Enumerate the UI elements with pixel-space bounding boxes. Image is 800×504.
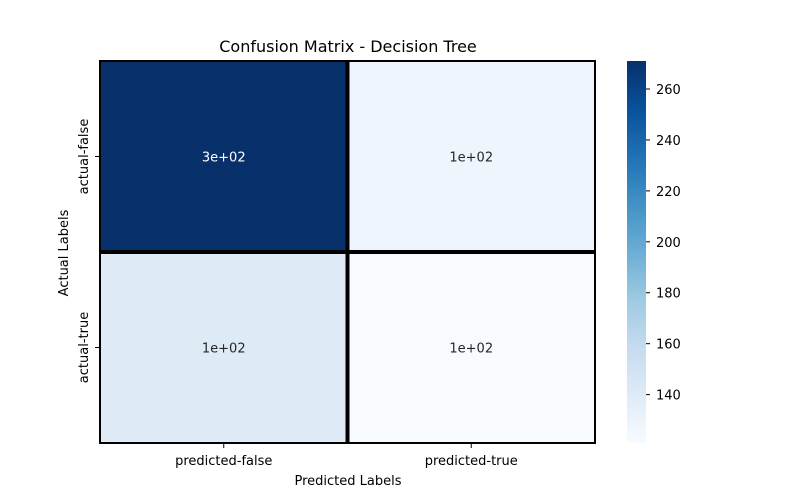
colorbar [627, 61, 646, 443]
y-tick-label: actual-true [77, 312, 92, 383]
cell-annotation: 1e+02 [202, 342, 246, 357]
heatmap-cell [99, 60, 349, 253]
colorbar-tick-label: 240 [656, 134, 681, 149]
colorbar-ticks: 140 160 180 200 220 240 260 [646, 83, 681, 404]
colorbar-tick-label: 140 [656, 389, 681, 404]
cell-annotation: 1e+02 [449, 151, 493, 166]
heatmap-cell [346, 60, 596, 253]
colorbar-tick-label: 200 [656, 236, 681, 251]
x-tick-label: predicted-false [175, 454, 272, 469]
chart-title: Confusion Matrix - Decision Tree [219, 37, 477, 56]
colorbar-tick-label: 180 [656, 287, 681, 302]
y-axis-label: Actual Labels [57, 209, 72, 296]
colorbar-tick-label: 160 [656, 338, 681, 353]
colorbar-tick-label: 260 [656, 83, 681, 98]
heatmap-cells [99, 60, 596, 444]
x-axis-ticks: predicted-false predicted-true [175, 443, 518, 469]
heatmap-annotations: 3e+02 1e+02 1e+02 1e+02 [202, 151, 493, 357]
heatmap-cell [346, 251, 596, 444]
x-axis-label: Predicted Labels [294, 474, 401, 489]
colorbar-tick-label: 220 [656, 185, 681, 200]
cell-annotation: 1e+02 [449, 342, 493, 357]
cell-annotation: 3e+02 [202, 151, 246, 166]
y-axis-ticks: actual-false actual-true [77, 119, 100, 383]
x-tick-label: predicted-true [425, 454, 518, 469]
y-tick-label: actual-false [77, 119, 92, 195]
